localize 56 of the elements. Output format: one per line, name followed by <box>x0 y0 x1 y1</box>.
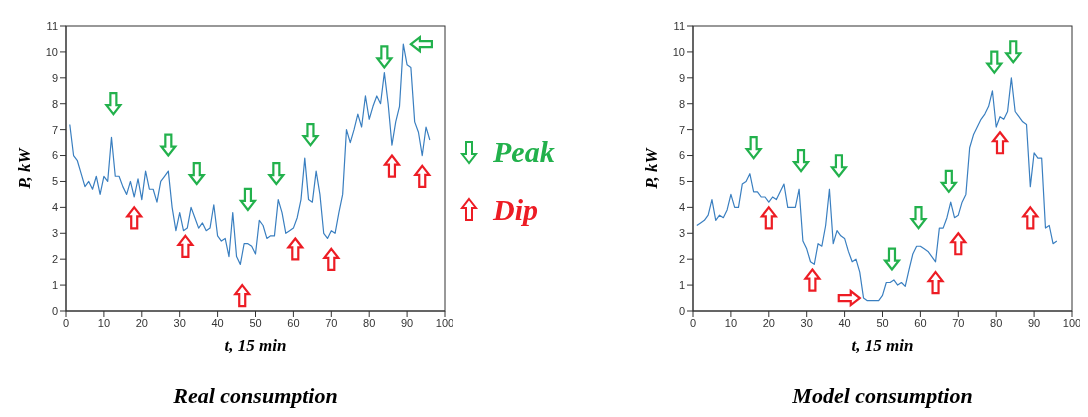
y-tick-label: 4 <box>51 201 58 214</box>
text: Dip <box>493 193 538 227</box>
x-tick-label: 100 <box>1062 316 1082 329</box>
y-tick-label: 4 <box>678 201 685 214</box>
y-tick-label: 5 <box>51 175 58 188</box>
y-tick-label: 0 <box>51 304 58 317</box>
y-tick-label: 9 <box>51 71 58 84</box>
text: Model consumption <box>791 383 974 409</box>
y-tick-label: 3 <box>678 227 685 240</box>
x-tick-label: 60 <box>287 316 300 329</box>
x-tick-label: 60 <box>914 316 927 329</box>
x-tick-label: 0 <box>62 316 70 329</box>
text: Real consumption <box>172 383 339 409</box>
x-axis-title: t, 15 min <box>851 336 914 355</box>
y-axis-title: P, kW <box>15 146 35 190</box>
x-tick-label: 40 <box>211 316 224 329</box>
x-tick-label: 50 <box>249 316 262 329</box>
y-tick-label: 5 <box>678 175 685 188</box>
y-tick-label: 8 <box>51 97 58 110</box>
y-tick-label: 1 <box>51 279 58 291</box>
x-tick-label: 10 <box>97 316 111 329</box>
y-tick-label: 7 <box>51 123 58 136</box>
x-tick-label: 70 <box>325 316 338 329</box>
y-tick-label: 6 <box>678 149 685 162</box>
x-tick-label: 20 <box>135 316 148 329</box>
text: Peak <box>493 135 555 169</box>
x-tick-label: 100 <box>435 316 455 329</box>
x-tick-label: 20 <box>762 316 775 329</box>
y-tick-label: 2 <box>51 253 58 266</box>
y-tick-label: 3 <box>51 227 58 240</box>
y-tick-label: 0 <box>678 304 685 317</box>
x-tick-label: 0 <box>689 316 697 329</box>
x-tick-label: 50 <box>876 316 889 329</box>
y-tick-label: 6 <box>51 149 58 162</box>
y-tick-label: 2 <box>678 253 685 266</box>
x-tick-label: 80 <box>363 316 376 329</box>
y-tick-label: 11 <box>673 19 685 32</box>
y-tick-label: 10 <box>45 45 58 58</box>
x-tick-label: 90 <box>1027 316 1041 329</box>
x-tick-label: 70 <box>952 316 965 329</box>
y-tick-label: 10 <box>672 45 685 58</box>
x-tick-label: 90 <box>400 316 414 329</box>
y-tick-label: 8 <box>678 97 685 110</box>
line-series <box>69 43 431 265</box>
x-tick-label: 30 <box>173 316 186 329</box>
y-tick-label: 9 <box>678 71 685 84</box>
line-series <box>696 77 1058 302</box>
x-tick-label: 40 <box>838 316 851 329</box>
x-tick-label: 80 <box>990 316 1003 329</box>
x-tick-label: 10 <box>724 316 738 329</box>
y-tick-label: 7 <box>678 123 685 136</box>
x-tick-label: 30 <box>800 316 813 329</box>
y-tick-label: 1 <box>678 279 685 291</box>
y-tick-label: 11 <box>46 19 58 32</box>
x-axis-title: t, 15 min <box>224 336 287 355</box>
y-axis-title: P, kW <box>642 146 662 190</box>
